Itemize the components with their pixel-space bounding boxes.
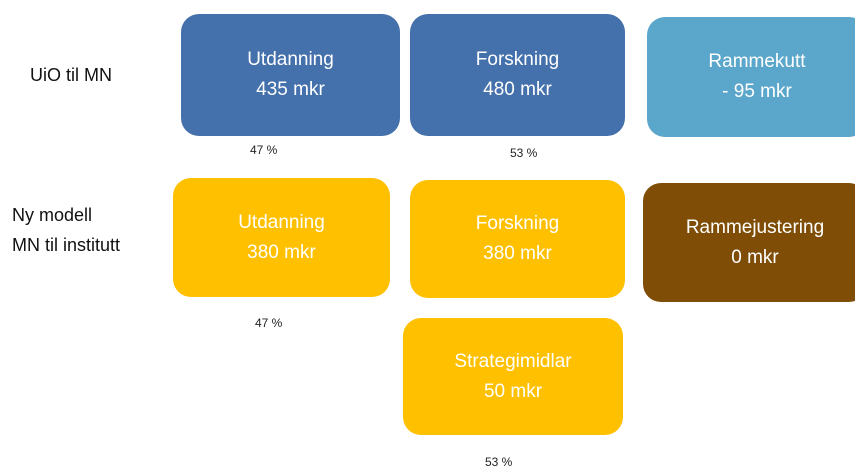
box-title: Rammekutt <box>708 51 806 72</box>
percent: 47 % <box>250 143 278 157</box>
box: Strategimidlar 50 mkr <box>403 318 623 435</box>
row-label: UiO til MN <box>30 60 112 90</box>
box: Forskning 380 mkr <box>410 180 625 298</box>
box-amount: 435 mkr <box>256 79 325 100</box>
box-title: Utdanning <box>238 211 325 233</box>
box: Utdanning 380 mkr <box>173 178 390 297</box>
box: Rammejustering 0 mkr <box>643 183 855 302</box>
box: Forskning 480 mkr <box>410 14 625 136</box>
box-amount: 0 mkr <box>731 246 779 268</box>
box-title: Forskning <box>475 49 560 70</box>
box-amount: 380 mkr <box>247 241 316 263</box>
row-label-line: MN til institutt <box>12 235 121 255</box>
row-label-line: UiO til MN <box>30 65 112 85</box>
box: Rammekutt - 95 mkr <box>647 17 855 137</box>
percent: 53 % <box>510 146 538 160</box>
box-amount: 480 mkr <box>483 79 552 100</box>
box-title: Utdanning <box>247 49 334 70</box>
box-title: Rammejustering <box>685 216 825 238</box>
percent: 47 % <box>255 316 283 330</box>
box-amount: 50 mkr <box>483 380 543 402</box>
box-amount: - 95 mkr <box>722 81 792 102</box>
row-label: Ny modell MN til institutt <box>12 200 120 260</box>
percent: 53 % <box>485 455 513 469</box>
box-amount: 380 mkr <box>483 243 552 264</box>
box-title: Forskning <box>475 213 560 234</box>
box: Utdanning 435 mkr <box>181 14 400 136</box>
box-title: Strategimidlar <box>454 350 572 372</box>
row-label-line: Ny modell <box>12 205 93 225</box>
